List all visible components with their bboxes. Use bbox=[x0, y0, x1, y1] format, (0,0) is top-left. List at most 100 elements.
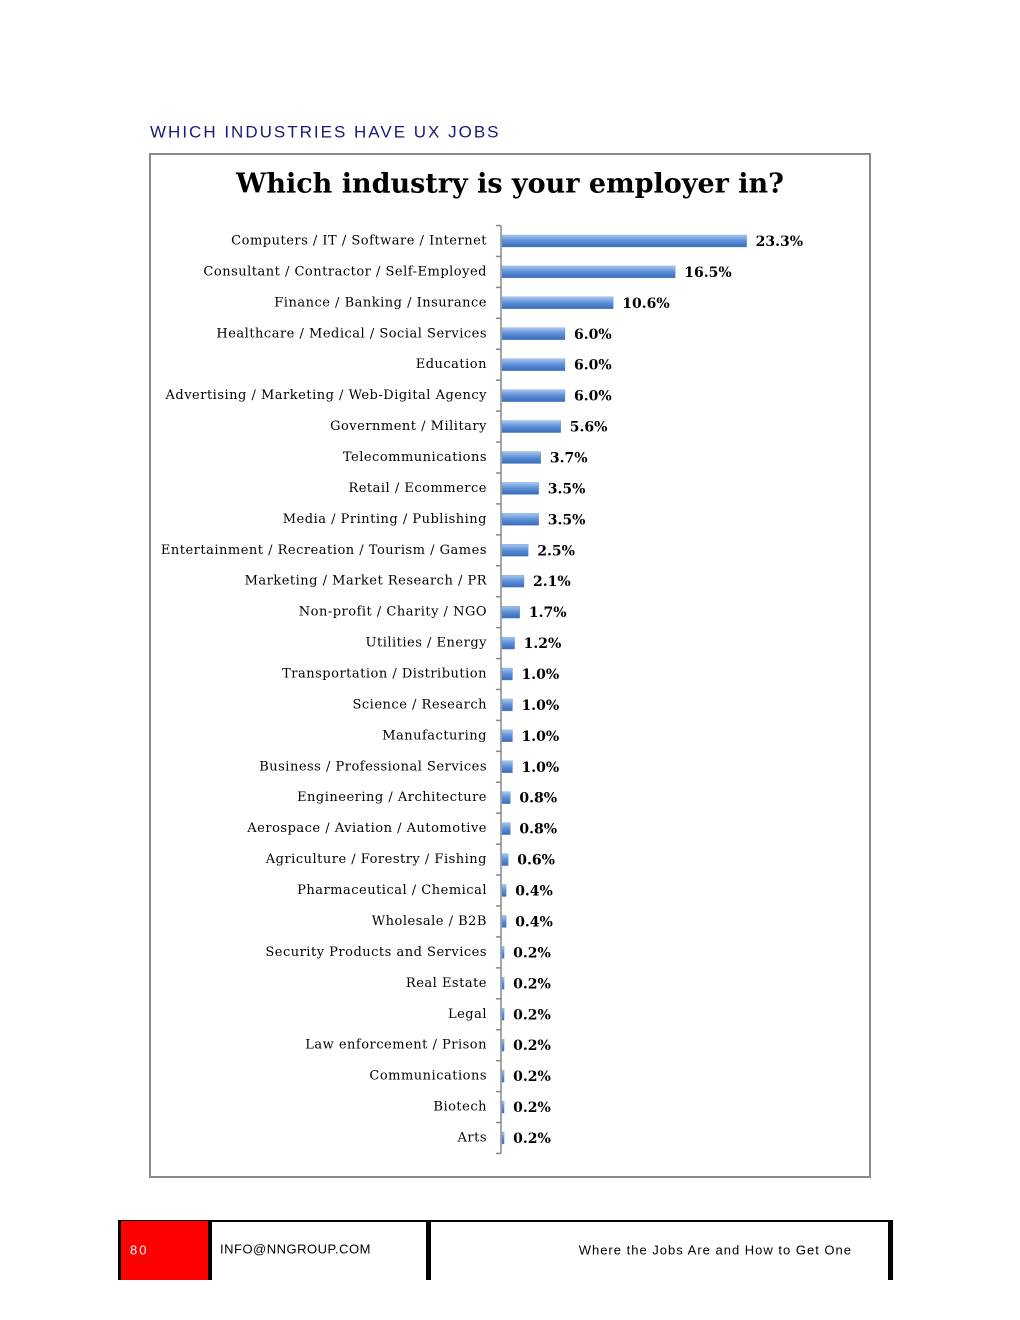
page-number-block bbox=[118, 1221, 210, 1280]
bar bbox=[501, 977, 505, 990]
bar bbox=[501, 636, 515, 650]
bar bbox=[501, 420, 561, 433]
bar bbox=[501, 853, 509, 866]
bar bbox=[501, 358, 566, 371]
category-label: Security Products and Services bbox=[265, 945, 487, 960]
value-label: 0.2% bbox=[513, 1131, 551, 1147]
category-label: Healthcare / Medical / Social Services bbox=[216, 326, 487, 341]
category-label: Transportation / Distribution bbox=[282, 667, 487, 682]
value-label: 6.0% bbox=[574, 389, 612, 405]
value-label: 0.8% bbox=[519, 791, 557, 807]
value-label: 1.7% bbox=[529, 605, 567, 621]
value-label: 1.2% bbox=[524, 636, 562, 652]
category-label: Real Estate bbox=[406, 976, 487, 991]
value-label: 0.4% bbox=[515, 914, 553, 930]
bar bbox=[501, 544, 529, 557]
footer-email: INFO@NNGROUP.COM bbox=[220, 1241, 371, 1256]
page-number: 80 bbox=[130, 1242, 148, 1257]
value-label: 6.0% bbox=[574, 327, 612, 343]
category-label: Wholesale / B2B bbox=[372, 914, 487, 929]
value-label: 3.5% bbox=[548, 481, 586, 497]
value-label: 0.2% bbox=[513, 1038, 551, 1054]
bar bbox=[501, 698, 513, 712]
value-label: 1.0% bbox=[522, 698, 560, 714]
category-label: Law enforcement / Prison bbox=[305, 1038, 487, 1053]
category-label: Advertising / Marketing / Web-Digital Ag… bbox=[164, 388, 487, 403]
category-label: Pharmaceutical / Chemical bbox=[297, 883, 487, 898]
bar bbox=[501, 1100, 505, 1114]
section-heading: WHICH INDUSTRIES HAVE UX JOBS bbox=[150, 122, 501, 141]
category-label: Arts bbox=[457, 1130, 488, 1145]
bar bbox=[501, 513, 539, 526]
category-label: Consultant / Contractor / Self-Employed bbox=[203, 264, 487, 279]
category-label: Entertainment / Recreation / Tourism / G… bbox=[161, 543, 487, 558]
category-label: Science / Research bbox=[353, 697, 488, 712]
chart-frame bbox=[149, 153, 871, 1178]
footer-divider bbox=[208, 1221, 212, 1280]
bar bbox=[501, 1039, 505, 1052]
category-label: Manufacturing bbox=[382, 728, 487, 743]
bar bbox=[501, 606, 521, 619]
value-label: 0.2% bbox=[513, 1007, 551, 1023]
value-label: 5.6% bbox=[570, 420, 608, 436]
value-label: 1.0% bbox=[522, 729, 560, 745]
bar bbox=[501, 729, 513, 743]
value-label: 3.7% bbox=[550, 451, 588, 467]
value-label: 1.0% bbox=[522, 667, 560, 683]
value-label: 0.4% bbox=[515, 884, 553, 900]
chart-title: Which industry is your employer in? bbox=[235, 169, 784, 200]
category-label: Business / Professional Services bbox=[259, 759, 487, 774]
category-label: Utilities / Energy bbox=[366, 636, 488, 651]
category-label: Government / Military bbox=[330, 419, 487, 434]
bar bbox=[501, 760, 513, 773]
bar bbox=[501, 482, 539, 495]
category-label: Engineering / Architecture bbox=[297, 790, 487, 805]
value-label: 0.6% bbox=[517, 853, 555, 869]
value-label: 0.2% bbox=[513, 1100, 551, 1116]
category-label: Retail / Ecommerce bbox=[348, 481, 487, 496]
value-label: 2.1% bbox=[533, 574, 571, 590]
category-label: Non-profit / Charity / NGO bbox=[299, 605, 487, 620]
category-label: Finance / Banking / Insurance bbox=[274, 295, 487, 310]
bar bbox=[501, 327, 566, 340]
footer-divider bbox=[118, 1221, 121, 1280]
value-label: 0.2% bbox=[513, 976, 551, 992]
category-label: Telecommunications bbox=[343, 450, 487, 465]
bar bbox=[501, 1008, 505, 1021]
footer-divider bbox=[426, 1221, 431, 1280]
category-label: Media / Printing / Publishing bbox=[283, 512, 487, 527]
bar bbox=[501, 234, 747, 248]
bar bbox=[501, 791, 511, 804]
value-label: 23.3% bbox=[756, 234, 803, 250]
bar bbox=[501, 915, 507, 928]
bar bbox=[501, 1069, 505, 1083]
bar bbox=[501, 389, 566, 402]
value-label: 0.8% bbox=[519, 822, 557, 838]
bar bbox=[501, 946, 505, 959]
plot: Computers / IT / Software / Internet 23.3… bbox=[161, 224, 803, 1155]
value-label: 10.6% bbox=[622, 296, 669, 312]
bar bbox=[501, 451, 541, 464]
category-label: Communications bbox=[369, 1069, 487, 1084]
value-label: 6.0% bbox=[574, 358, 612, 374]
category-label: Biotech bbox=[433, 1100, 487, 1115]
category-label: Education bbox=[416, 357, 487, 372]
category-label: Marketing / Market Research / PR bbox=[245, 574, 488, 589]
bar bbox=[501, 265, 676, 279]
footer-document-title: Where the Jobs Are and How to Get One bbox=[579, 1242, 852, 1257]
bar bbox=[501, 1131, 505, 1145]
category-label: Computers / IT / Software / Internet bbox=[231, 234, 487, 249]
category-label: Aerospace / Aviation / Automotive bbox=[246, 821, 487, 836]
category-label: Legal bbox=[448, 1007, 487, 1022]
category-label: Agriculture / Forestry / Fishing bbox=[265, 852, 487, 867]
value-label: 1.0% bbox=[522, 760, 560, 776]
bar bbox=[501, 575, 525, 588]
value-label: 16.5% bbox=[684, 265, 731, 281]
value-label: 0.2% bbox=[513, 1069, 551, 1085]
value-label: 2.5% bbox=[537, 543, 575, 559]
bar bbox=[501, 884, 507, 897]
bar bbox=[501, 667, 513, 681]
bar bbox=[501, 822, 511, 835]
